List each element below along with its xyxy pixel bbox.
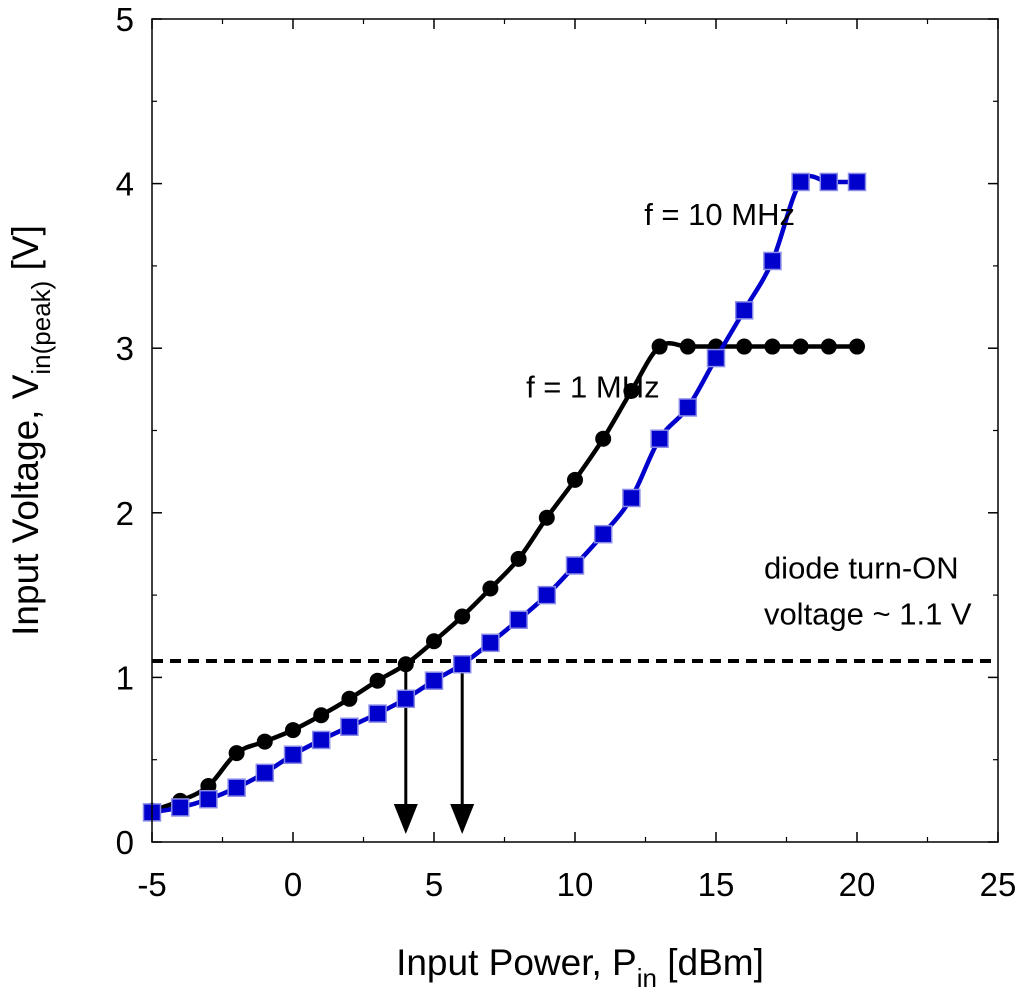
data-point-1mhz <box>820 338 837 355</box>
x-tick-label: 5 <box>425 866 443 903</box>
data-point-10mhz <box>170 798 190 817</box>
series-label-1mhz: f = 1 MHz <box>526 370 660 405</box>
x-tick-label: 0 <box>284 866 302 903</box>
series-line <box>151 173 857 815</box>
turn-on-arrows <box>393 660 475 834</box>
data-point-1mhz <box>651 338 668 355</box>
x-axis-title: Input Power, Pin [dBm] <box>396 942 764 993</box>
data-point-1mhz <box>567 471 583 488</box>
data-point-10mhz <box>199 789 218 809</box>
axis-ticks <box>151 18 999 843</box>
data-point-1mhz <box>792 338 809 355</box>
data-point-10mhz <box>763 251 782 271</box>
data-point-10mhz <box>537 585 557 605</box>
data-point-10mhz <box>819 172 839 192</box>
arrow-head <box>393 804 418 834</box>
data-point-1mhz <box>426 633 442 650</box>
data-point-1mhz <box>228 745 245 762</box>
data-point-10mhz <box>593 524 613 544</box>
plot-frame <box>151 18 999 843</box>
y-tick-label: 2 <box>116 495 134 532</box>
data-point-10mhz <box>481 633 500 653</box>
x-tick-label: 20 <box>839 866 876 903</box>
data-point-1mhz <box>595 430 612 447</box>
diode-annotation-line2: voltage ~ 1.1 V <box>764 597 972 632</box>
data-point-10mhz <box>396 689 416 709</box>
data-point-1mhz <box>285 722 301 739</box>
data-point-1mhz <box>369 672 386 689</box>
y-tick-label: 3 <box>116 330 134 367</box>
data-point-10mhz <box>311 730 331 750</box>
x-tick-label: 10 <box>557 866 594 903</box>
data-point-1mhz <box>341 690 358 707</box>
data-point-10mhz <box>283 745 303 765</box>
data-point-1mhz <box>482 580 499 597</box>
data-point-1mhz <box>736 338 753 355</box>
y-tick-label: 5 <box>116 1 134 38</box>
data-point-10mhz <box>255 763 275 783</box>
diode-annotation-line1: diode turn-ON <box>764 551 959 586</box>
data-point-1mhz <box>397 656 414 673</box>
data-point-10mhz <box>368 704 387 723</box>
data-point-10mhz <box>340 717 359 737</box>
y-tick-label: 4 <box>116 166 134 203</box>
data-point-10mhz <box>565 556 585 575</box>
y-tick-label: 1 <box>116 659 134 696</box>
arrow-head <box>450 804 475 834</box>
data-point-1mhz <box>510 550 527 567</box>
data-point-10mhz <box>509 610 528 630</box>
x-tick-label: -5 <box>137 866 166 903</box>
data-point-10mhz <box>227 778 246 797</box>
data-point-1mhz <box>454 608 471 625</box>
data-point-10mhz <box>452 654 472 674</box>
x-tick-label: 25 <box>980 866 1017 903</box>
data-point-1mhz <box>679 338 696 355</box>
data-point-1mhz <box>849 338 865 355</box>
series-label-10mhz: f = 10 MHz <box>644 197 795 232</box>
y-tick-label: 0 <box>116 824 134 861</box>
series-group <box>142 172 867 822</box>
data-point-10mhz <box>650 429 669 448</box>
data-point-10mhz <box>847 172 867 192</box>
data-point-1mhz <box>313 707 330 724</box>
x-tick-label: 15 <box>698 866 735 903</box>
data-point-1mhz <box>538 509 555 526</box>
data-point-10mhz <box>734 301 754 320</box>
data-point-10mhz <box>706 348 726 368</box>
data-point-10mhz <box>791 172 810 192</box>
data-point-10mhz <box>424 671 444 690</box>
data-point-10mhz <box>678 398 698 417</box>
data-point-1mhz <box>623 382 640 399</box>
data-point-1mhz <box>256 733 273 750</box>
data-point-1mhz <box>764 338 781 355</box>
data-point-10mhz <box>622 488 641 508</box>
y-axis-title: Input Voltage, Vin(peak) [V] <box>5 225 56 636</box>
